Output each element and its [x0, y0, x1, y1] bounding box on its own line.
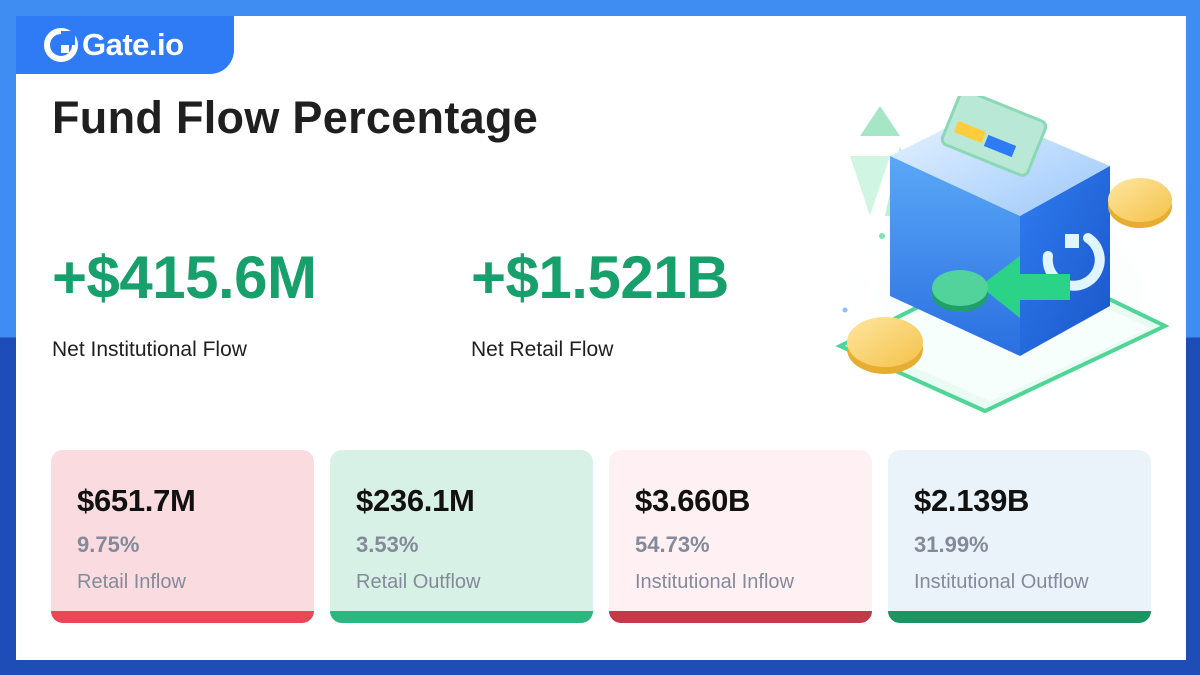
- stat-accent-bar: [330, 611, 593, 623]
- metric-label: Net Institutional Flow: [52, 338, 247, 361]
- stat-percent: 54.73%: [635, 532, 710, 557]
- crypto-box-illustration: [835, 96, 1180, 416]
- stat-percent: 9.75%: [77, 532, 140, 557]
- logo-text: Gate.io: [82, 27, 184, 62]
- metric-value: +$1.521B: [471, 244, 729, 311]
- gate-logo-icon: [44, 28, 78, 62]
- metric-value: +$415.6M: [52, 244, 317, 311]
- brand-tab: Gate.io: [16, 16, 234, 74]
- stat-label: Institutional Outflow: [914, 571, 1089, 593]
- stat-amount: $651.7M: [77, 483, 196, 518]
- stat-amount: $2.139B: [914, 483, 1030, 518]
- net-retail-flow: +$1.521B Net Retail Flow: [471, 248, 729, 362]
- stat-label: Retail Inflow: [77, 571, 186, 593]
- stat-accent-bar: [609, 611, 872, 623]
- stat-card-retail-outflow: $236.1M 3.53% Retail Outflow: [330, 450, 593, 623]
- page-title: Fund Flow Percentage: [52, 92, 539, 143]
- stat-card-retail-inflow: $651.7M 9.75% Retail Inflow: [51, 450, 314, 623]
- stat-accent-bar: [51, 611, 314, 623]
- stat-label: Institutional Inflow: [635, 571, 794, 593]
- metric-label: Net Retail Flow: [471, 338, 614, 361]
- stat-card-institutional-outflow: $2.139B 31.99% Institutional Outflow: [888, 450, 1151, 623]
- stat-accent-bar: [888, 611, 1151, 623]
- stat-label: Retail Outflow: [356, 571, 481, 593]
- gate-logo[interactable]: Gate.io: [44, 26, 184, 64]
- stat-amount: $3.660B: [635, 483, 751, 518]
- stat-percent: 3.53%: [356, 532, 419, 557]
- stat-card-institutional-inflow: $3.660B 54.73% Institutional Inflow: [609, 450, 872, 623]
- stat-percent: 31.99%: [914, 532, 989, 557]
- net-institutional-flow: +$415.6M Net Institutional Flow: [52, 248, 317, 362]
- stat-amount: $236.1M: [356, 483, 475, 518]
